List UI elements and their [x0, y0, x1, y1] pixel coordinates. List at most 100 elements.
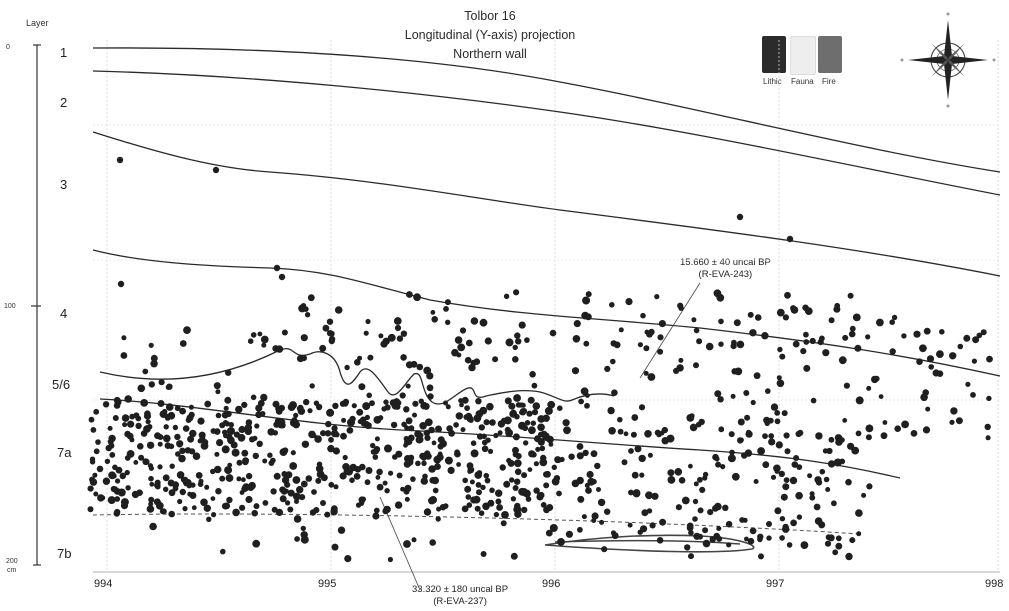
lithic-find — [424, 452, 432, 460]
lithic-find — [147, 424, 153, 430]
lithic-find — [852, 313, 861, 322]
lithic-find — [503, 293, 510, 299]
lithic-find — [531, 382, 538, 389]
lithic-find — [563, 426, 571, 435]
lithic-find — [149, 481, 155, 487]
lithic-find — [424, 418, 433, 427]
lithic-find — [319, 344, 327, 352]
lithic-find — [782, 314, 790, 321]
lithic-find — [435, 516, 441, 522]
lithic-find — [121, 414, 130, 422]
lithic-find — [445, 319, 451, 325]
lithic-find — [825, 487, 831, 492]
lithic-find — [949, 419, 955, 425]
lithic-find — [849, 537, 856, 544]
lithic-find — [120, 502, 129, 510]
lithic-find — [108, 442, 115, 449]
lithic-find — [693, 327, 700, 334]
lithic-find — [183, 326, 191, 334]
lithic-find — [609, 302, 615, 308]
lithic-find — [146, 441, 155, 449]
lithic-find — [627, 522, 633, 528]
lithic-find — [107, 425, 113, 431]
lithic-find — [644, 430, 652, 438]
lithic-find — [523, 440, 529, 446]
lithic-find — [279, 422, 286, 429]
lithic-find — [309, 509, 317, 516]
lithic-find — [697, 476, 703, 483]
lithic-find — [456, 352, 462, 358]
lithic-find — [146, 505, 155, 513]
lithic-find — [176, 471, 185, 479]
lithic-find — [221, 502, 229, 510]
lithic-find — [432, 487, 439, 494]
lithic-find — [413, 293, 421, 302]
lithic-find — [774, 507, 782, 515]
lithic-find — [582, 449, 589, 457]
lithic-find — [659, 518, 667, 526]
date-annotation-lower: 33.320 ± 180 uncal BP (R-EVA-237) — [412, 584, 508, 608]
lithic-find — [656, 537, 664, 544]
lithic-find — [405, 417, 413, 425]
lithic-find — [557, 405, 563, 412]
lithic-find — [828, 317, 835, 324]
lithic-find — [342, 454, 348, 461]
lithic-find — [761, 332, 769, 340]
lithic-find — [658, 320, 667, 328]
lithic-find — [630, 431, 637, 438]
lithic-find — [157, 464, 163, 470]
lithic-find — [137, 384, 146, 393]
lithic-find — [419, 422, 427, 430]
lithic-find — [224, 466, 233, 475]
lithic-find — [475, 482, 482, 488]
lithic-find — [667, 476, 676, 484]
compass-point-se — [948, 60, 964, 76]
lithic-find — [766, 521, 772, 527]
lithic-find — [252, 452, 259, 460]
lithic-find — [387, 333, 396, 342]
lithic-find — [800, 541, 809, 549]
lithic-find — [180, 477, 187, 483]
lithic-find — [365, 318, 371, 325]
lithic-find — [390, 421, 398, 429]
lithic-find — [596, 487, 601, 492]
lithic-find — [504, 426, 511, 433]
lithic-find — [157, 441, 163, 447]
lithic-find — [532, 402, 541, 410]
lithic-find — [495, 489, 503, 497]
lithic-find — [190, 482, 196, 488]
lithic-find — [361, 496, 366, 502]
lithic-find — [204, 484, 210, 490]
lithic-find — [621, 459, 628, 466]
lithic-find — [520, 408, 526, 414]
lithic-find — [328, 330, 335, 337]
lithic-find — [182, 506, 188, 512]
lithic-find — [349, 463, 358, 472]
lithic-find — [108, 471, 116, 480]
lithic-find — [718, 426, 725, 433]
lithic-find — [281, 329, 288, 336]
lithic-find — [753, 372, 761, 380]
lithic-find — [373, 507, 380, 514]
lithic-find — [464, 405, 470, 411]
lithic-find — [168, 489, 176, 497]
lithic-find — [778, 470, 785, 478]
lithic-find — [876, 318, 884, 327]
lithic-find — [112, 415, 119, 421]
lithic-find — [826, 447, 833, 455]
lithic-find — [777, 346, 783, 353]
lithic-find — [524, 337, 530, 343]
lithic-find — [328, 436, 334, 443]
lithic-find — [87, 485, 94, 492]
lithic-find — [113, 402, 121, 409]
lithic-find — [455, 412, 463, 420]
lithic-find — [585, 487, 592, 494]
lithic-find — [856, 531, 862, 537]
lithic-find — [681, 496, 690, 505]
lithic-find — [158, 379, 165, 386]
lithic-find — [599, 519, 605, 525]
lithic-find — [702, 471, 709, 478]
lithic-find — [783, 477, 790, 483]
lithic-find — [140, 399, 149, 407]
lithic-find — [758, 553, 764, 560]
